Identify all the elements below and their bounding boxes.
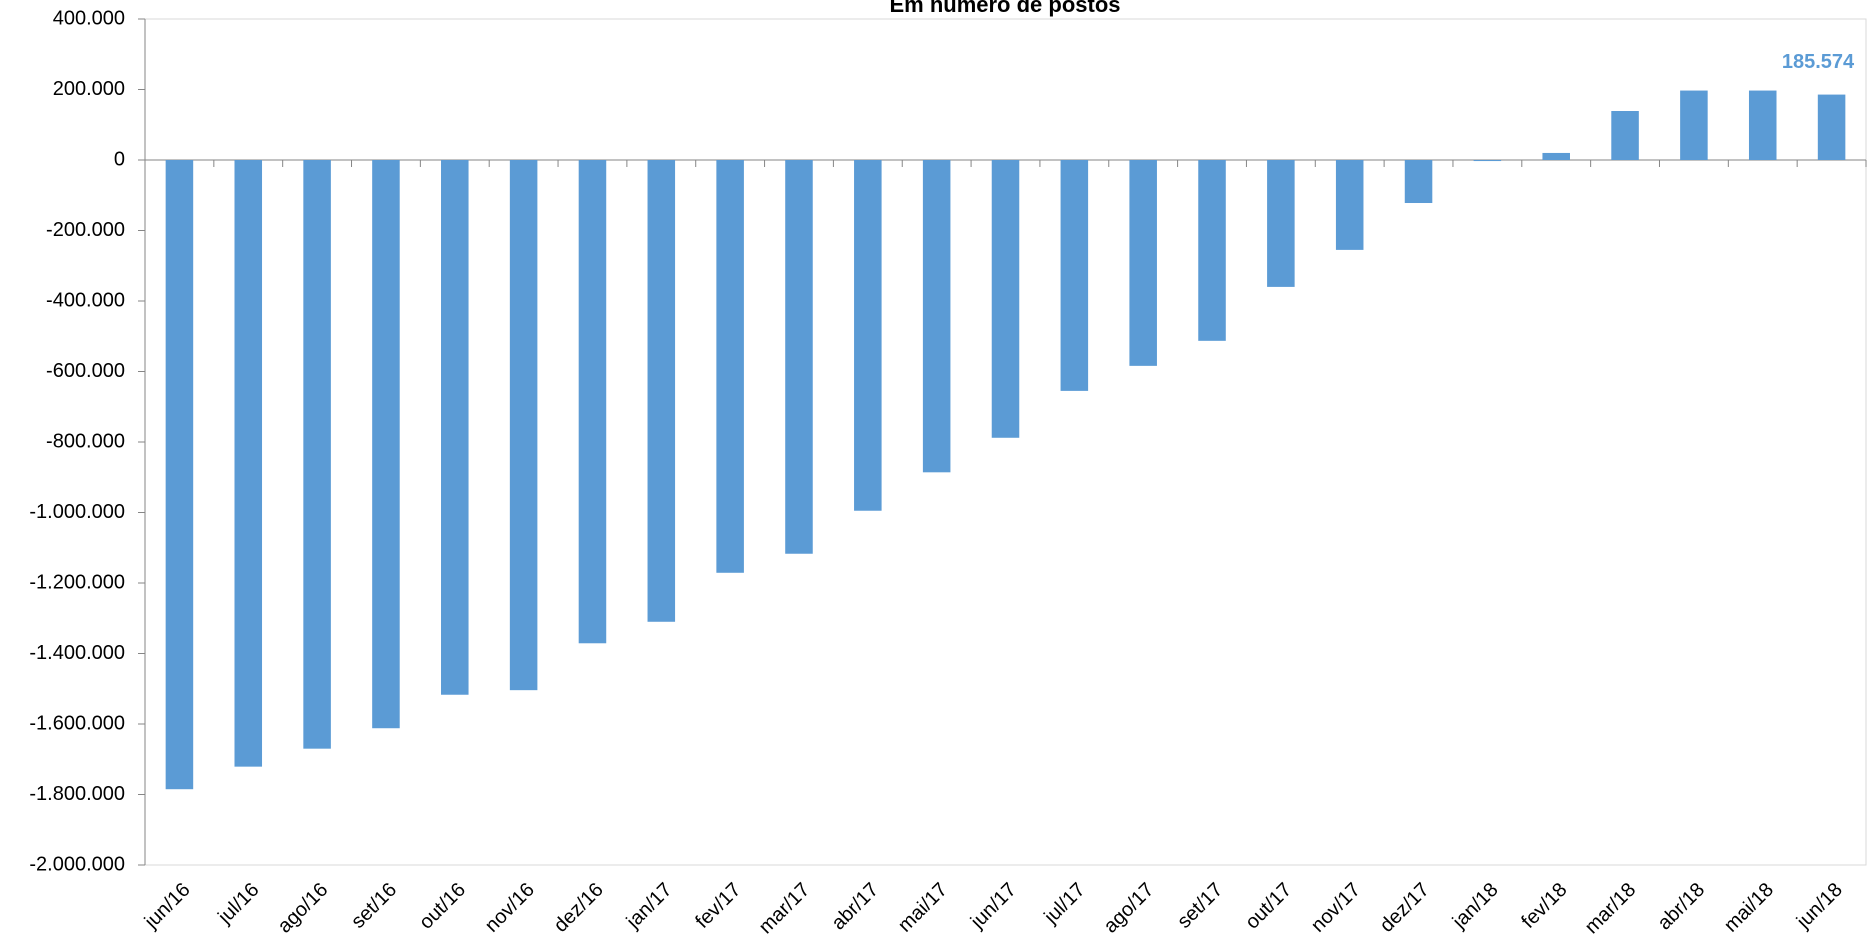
bar <box>1817 94 1846 160</box>
y-tick-label: -1.800.000 <box>29 783 125 805</box>
x-tick-label: jun/18 <box>1792 879 1847 934</box>
value-label: 185.574 <box>1782 51 1855 73</box>
x-tick-label: out/16 <box>415 879 470 934</box>
bar <box>1267 160 1295 287</box>
bar <box>578 160 607 644</box>
x-tick-label: dez/16 <box>550 879 608 937</box>
y-tick-label: -1.000.000 <box>29 501 125 523</box>
bar <box>1129 160 1157 366</box>
bar <box>1542 152 1570 160</box>
bar <box>716 160 744 573</box>
x-tick-label: dez/17 <box>1376 879 1434 937</box>
bar <box>441 160 469 695</box>
x-tick-label: nov/17 <box>1307 879 1365 937</box>
x-tick-label: out/17 <box>1241 879 1296 934</box>
x-tick-label: set/17 <box>1173 879 1227 933</box>
y-tick-label: -200.000 <box>46 219 125 241</box>
y-tick-label: 200.000 <box>53 78 125 100</box>
y-tick-label: -600.000 <box>46 360 125 382</box>
y-tick-label: -1.600.000 <box>29 712 125 734</box>
x-tick-label: mai/17 <box>894 879 952 937</box>
bar <box>1335 160 1364 250</box>
bar <box>234 160 263 767</box>
x-tick-label: abr/18 <box>1654 879 1710 935</box>
y-tick-label: -1.200.000 <box>29 571 125 593</box>
bar <box>509 160 538 691</box>
x-tick-label: jun/16 <box>140 879 195 934</box>
bar <box>303 160 331 749</box>
x-tick-label: jun/17 <box>966 879 1021 934</box>
bar <box>1680 90 1708 160</box>
x-tick-label: mar/17 <box>755 879 815 939</box>
y-tick-label: 0 <box>114 148 125 170</box>
y-tick-label: -1.400.000 <box>29 642 125 664</box>
y-tick-label: -800.000 <box>46 430 125 452</box>
y-tick-label: -2.000.000 <box>29 853 125 875</box>
bar <box>1198 160 1226 341</box>
x-tick-label: fev/18 <box>1517 879 1571 933</box>
bar <box>647 160 676 622</box>
x-tick-label: ago/17 <box>1100 879 1159 938</box>
x-tick-label: mar/18 <box>1581 879 1641 939</box>
x-tick-label: nov/16 <box>481 879 539 937</box>
x-tick-label: jan/18 <box>1448 879 1503 934</box>
bar <box>854 160 882 511</box>
x-tick-label: set/16 <box>347 879 401 933</box>
x-tick-label: ago/16 <box>274 879 333 938</box>
bar <box>165 160 194 790</box>
x-tick-label: jul/17 <box>1040 879 1090 929</box>
bar <box>1611 111 1639 160</box>
x-tick-label: abr/17 <box>827 879 883 935</box>
bar <box>922 160 951 473</box>
x-tick-label: fev/17 <box>691 879 745 933</box>
chart-title: Em número de postos <box>889 0 1120 17</box>
bar <box>1060 160 1089 391</box>
plot-border <box>144 18 1867 866</box>
x-tick-label: jul/16 <box>213 879 263 929</box>
bar <box>1473 160 1502 162</box>
x-tick-label: mai/18 <box>1720 879 1778 937</box>
bar <box>991 160 1020 438</box>
bar <box>785 160 813 554</box>
y-tick-label: 400.000 <box>53 7 125 29</box>
x-tick-label: jan/17 <box>622 879 677 934</box>
bar <box>1404 160 1433 204</box>
bar <box>1748 90 1777 160</box>
y-tick-label: -400.000 <box>46 289 125 311</box>
bar <box>372 160 400 729</box>
